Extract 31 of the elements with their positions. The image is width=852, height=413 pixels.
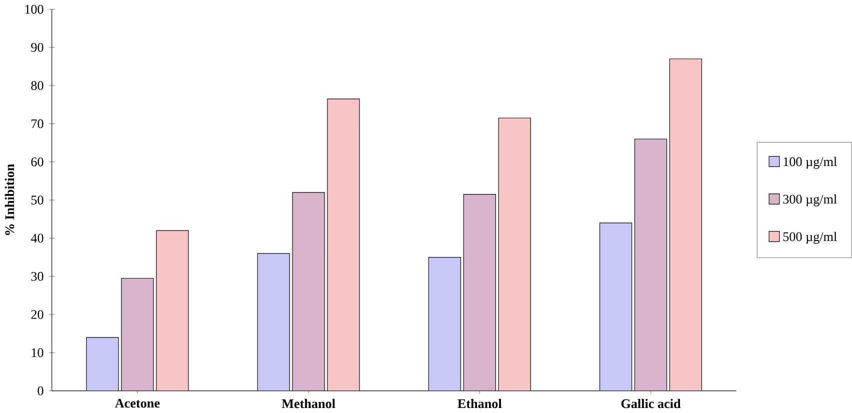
y-tick-label: 10: [32, 348, 44, 358]
y-tick-label: 40: [30, 234, 44, 243]
y-tick-label: 20: [31, 310, 44, 319]
bar: [669, 58, 702, 391]
x-tick-label: Acetone: [114, 398, 160, 408]
y-tick-label: 100: [25, 4, 44, 14]
y-tick-label: 50: [31, 196, 44, 204]
y-axis-title: % Inhibition: [4, 164, 14, 235]
x-tick-label: Ethanol: [458, 398, 502, 408]
y-tick-label: 30: [31, 272, 44, 281]
bar: [292, 192, 325, 391]
x-tick-label: Gallic acid: [621, 398, 681, 408]
x-tick-label: Methanol: [282, 398, 336, 408]
bar: [121, 278, 154, 391]
y-tick-label: 60: [31, 157, 44, 166]
legend-label: 100 µg/ml: [784, 156, 837, 169]
bar: [86, 337, 118, 391]
bar: [156, 230, 189, 391]
legend-label: 300 µg/ml: [783, 194, 837, 206]
bar: [599, 222, 632, 391]
y-tick-label: 80: [31, 81, 44, 90]
bar: [428, 257, 461, 391]
y-tick-label: 0: [38, 386, 44, 396]
legend-label: 500 µg/ml: [783, 232, 837, 244]
bar: [258, 253, 290, 391]
bar: [464, 194, 496, 391]
bar: [634, 138, 668, 391]
bar: [327, 98, 360, 391]
y-tick-label: 70: [32, 119, 44, 128]
bar: [498, 118, 531, 391]
y-tick-label: 90: [31, 43, 44, 52]
